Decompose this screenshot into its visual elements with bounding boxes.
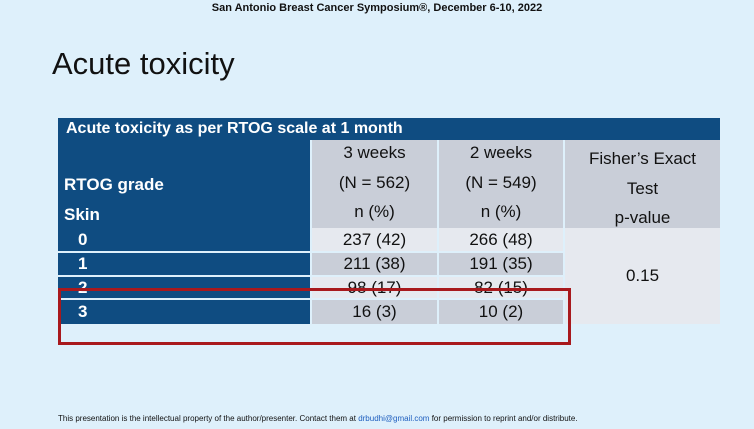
data-cell: 16 (3)	[312, 300, 437, 324]
column-header-bg	[312, 140, 437, 228]
column-header-bg	[439, 140, 563, 228]
row-header: Skin	[64, 205, 100, 224]
footer-text: This presentation is the intellectual pr…	[58, 414, 356, 423]
column-header-bg	[565, 140, 720, 228]
email[interactable]: drbudhi@gmail.com	[358, 414, 430, 423]
p-value: 0.15	[565, 228, 720, 324]
column-header: n (%)	[480, 202, 522, 221]
column-header: Test	[626, 179, 659, 198]
data-cell: 98 (17)	[312, 277, 437, 298]
caption: Acute toxicity as per RTOG scale at 1 mo…	[58, 118, 720, 140]
data-cell: 191 (35)	[439, 253, 563, 275]
footer: This presentation is the intellectual pr…	[58, 414, 578, 423]
data-cell: 266 (48)	[439, 228, 563, 251]
header: San Antonio Breast Cancer Symposium®, De…	[211, 2, 543, 14]
data-cell: 211 (38)	[312, 253, 437, 275]
title: Acute toxicity	[52, 46, 235, 81]
row-header-block	[58, 140, 310, 228]
data-cell: 237 (42)	[312, 228, 437, 251]
footer-text: for permission to reprint and/or distrib…	[431, 414, 578, 423]
column-header: 3 weeks	[343, 143, 406, 162]
column-header: (N = 549)	[465, 173, 537, 192]
column-header: p-value	[614, 208, 671, 227]
highlight-box	[58, 288, 571, 345]
column-header: 2 weeks	[469, 143, 533, 162]
row-label: 1	[58, 253, 310, 275]
row-header: RTOG grade	[64, 175, 164, 194]
column-header: (N = 562)	[338, 173, 411, 192]
data-cell: 10 (2)	[439, 300, 563, 324]
row-label: 3	[58, 300, 310, 324]
column-header: Fisher’s Exact	[588, 149, 697, 168]
data-cell: 82 (15)	[439, 277, 563, 298]
row-label: 0	[58, 228, 310, 251]
row-label: 2	[58, 277, 310, 298]
column-header: n (%)	[354, 202, 395, 221]
